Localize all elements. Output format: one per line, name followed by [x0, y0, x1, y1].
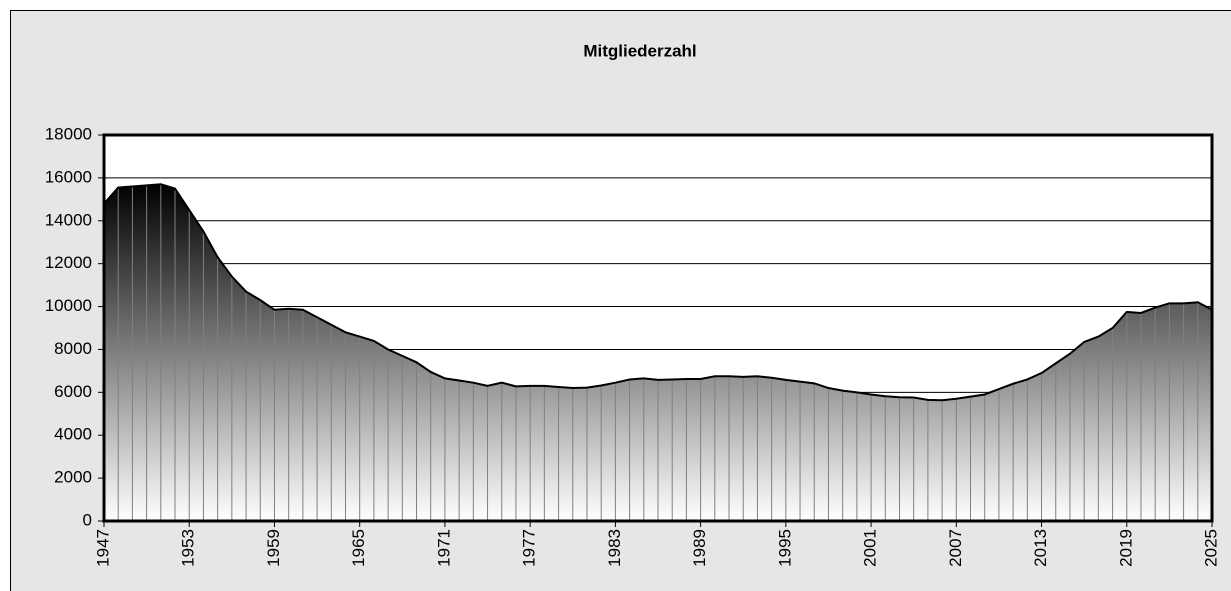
y-tick-label: 18000 — [45, 124, 92, 143]
plot-border — [102, 133, 1214, 523]
x-tick-label: 2001 — [861, 529, 880, 567]
x-tick-label: 1989 — [690, 529, 709, 567]
y-tick-label: 6000 — [54, 382, 92, 401]
x-tick-label: 1971 — [434, 529, 453, 567]
x-tick-label: 1959 — [264, 529, 283, 567]
x-tick-label: 2019 — [1116, 529, 1135, 567]
y-tick-label: 14000 — [45, 210, 92, 229]
y-tick-label: 12000 — [45, 253, 92, 272]
x-tick-label: 1965 — [349, 529, 368, 567]
y-tick-label: 10000 — [45, 296, 92, 315]
x-tick-label: 2013 — [1031, 529, 1050, 567]
x-tick-label: 1995 — [775, 529, 794, 567]
y-tick-label: 16000 — [45, 167, 92, 186]
y-tick-label: 2000 — [54, 468, 92, 487]
x-tick-label: 2007 — [946, 529, 965, 567]
x-tick-label: 1977 — [520, 529, 539, 567]
area — [104, 184, 1212, 522]
chart-title: Mitgliederzahl — [583, 41, 696, 60]
y-tick-label: 4000 — [54, 425, 92, 444]
x-tick-label: 1953 — [179, 529, 198, 567]
y-tick-label: 0 — [83, 510, 92, 529]
area-outline — [103, 183, 1213, 402]
y-tick-label: 8000 — [54, 339, 92, 358]
x-tick-label: 2025 — [1201, 529, 1220, 567]
x-tick-label: 1947 — [93, 529, 112, 567]
x-tick-label: 1983 — [605, 529, 624, 567]
